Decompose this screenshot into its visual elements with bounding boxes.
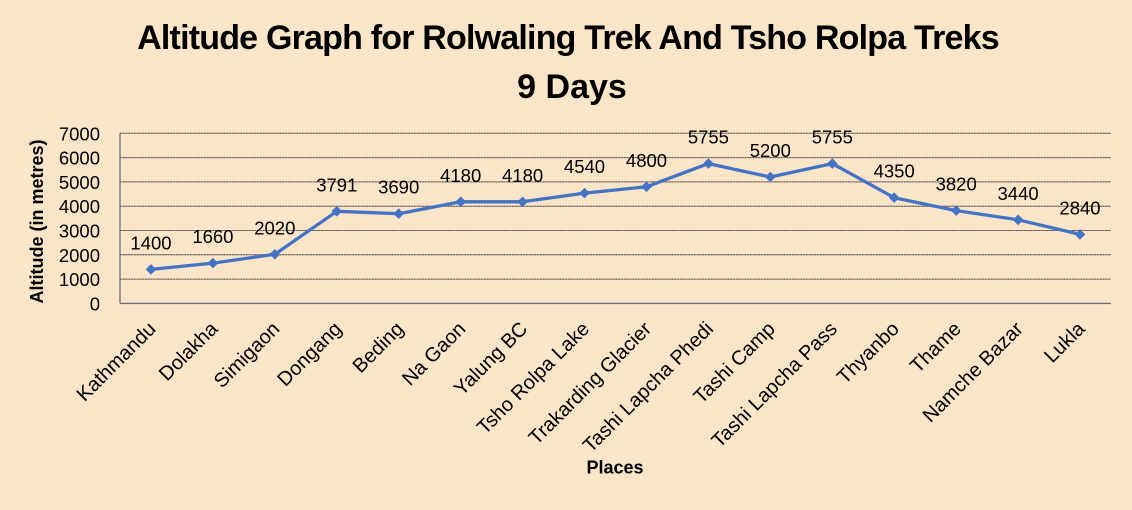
svg-text:5755: 5755 [812,127,853,148]
svg-text:Lukla: Lukla [1040,317,1090,367]
svg-text:4540: 4540 [564,156,605,177]
svg-text:Altitude (in metres): Altitude (in metres) [27,139,47,303]
svg-text:5200: 5200 [750,140,791,161]
svg-text:1400: 1400 [130,232,171,253]
svg-text:4350: 4350 [874,161,915,182]
svg-text:Places: Places [586,458,643,478]
svg-text:4180: 4180 [440,165,481,186]
svg-text:Tsho Rolpa Lake: Tsho Rolpa Lake [473,318,594,439]
svg-text:Altitude Graph for Rolwaling T: Altitude Graph for Rolwaling Trek And Ts… [137,19,999,57]
svg-text:Kathmandu: Kathmandu [73,318,161,406]
svg-text:3440: 3440 [998,183,1039,204]
svg-text:2000: 2000 [59,245,100,266]
svg-text:Simigaon: Simigaon [210,318,285,393]
svg-text:4000: 4000 [59,196,100,217]
svg-text:Thame: Thame [906,318,966,378]
svg-text:2020: 2020 [254,217,295,238]
svg-text:1660: 1660 [192,226,233,247]
svg-text:6000: 6000 [59,148,100,169]
svg-text:3820: 3820 [936,174,977,195]
svg-text:4180: 4180 [502,165,543,186]
svg-text:1000: 1000 [59,269,100,290]
svg-text:7000: 7000 [59,123,100,144]
svg-text:4800: 4800 [626,150,667,171]
svg-text:5755: 5755 [688,127,729,148]
svg-text:Beding: Beding [349,318,409,378]
svg-text:3690: 3690 [378,177,419,198]
svg-text:3000: 3000 [59,221,100,242]
svg-text:3791: 3791 [316,174,357,195]
svg-text:2840: 2840 [1059,197,1100,218]
svg-text:9 Days: 9 Days [517,68,627,106]
svg-text:5000: 5000 [59,172,100,193]
svg-text:0: 0 [90,293,100,314]
svg-text:Dongang: Dongang [273,318,346,391]
svg-text:Thyanbo: Thyanbo [833,318,904,389]
